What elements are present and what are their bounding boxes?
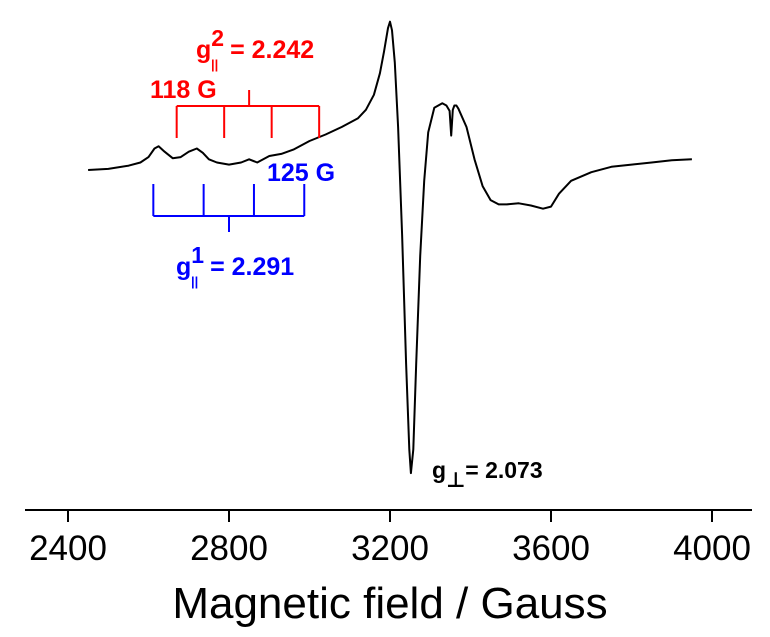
x-tick-label-2800: 2800 [190, 529, 268, 568]
annotation-red-label: g2 = 2.242 [196, 25, 314, 64]
x-tick-label-4000: 4000 [673, 529, 751, 568]
annotation-red-sub: || [211, 57, 218, 72]
annotation-blue-spacing: 125 G [267, 159, 335, 187]
annotation-blue-sub: || [191, 274, 198, 289]
annotation-blue [152, 184, 306, 232]
series-line [88, 20, 692, 475]
x-tick-label-2400: 2400 [29, 529, 107, 568]
annotation-red [175, 90, 321, 138]
x-axis-label: Magnetic field / Gauss [172, 579, 607, 628]
annotation-blue-label: g1 = 2.291 [176, 242, 294, 281]
x-ticks [67, 510, 713, 522]
annotation-red-spacing: 118 G [150, 76, 217, 104]
x-tick-labels: 2400 2800 3200 3600 4000 [29, 529, 751, 568]
annotation-gperp-label: g⊥= 2.073 [432, 457, 543, 492]
x-tick-label-3600: 3600 [512, 529, 590, 568]
x-tick-label-3200: 3200 [351, 529, 429, 568]
